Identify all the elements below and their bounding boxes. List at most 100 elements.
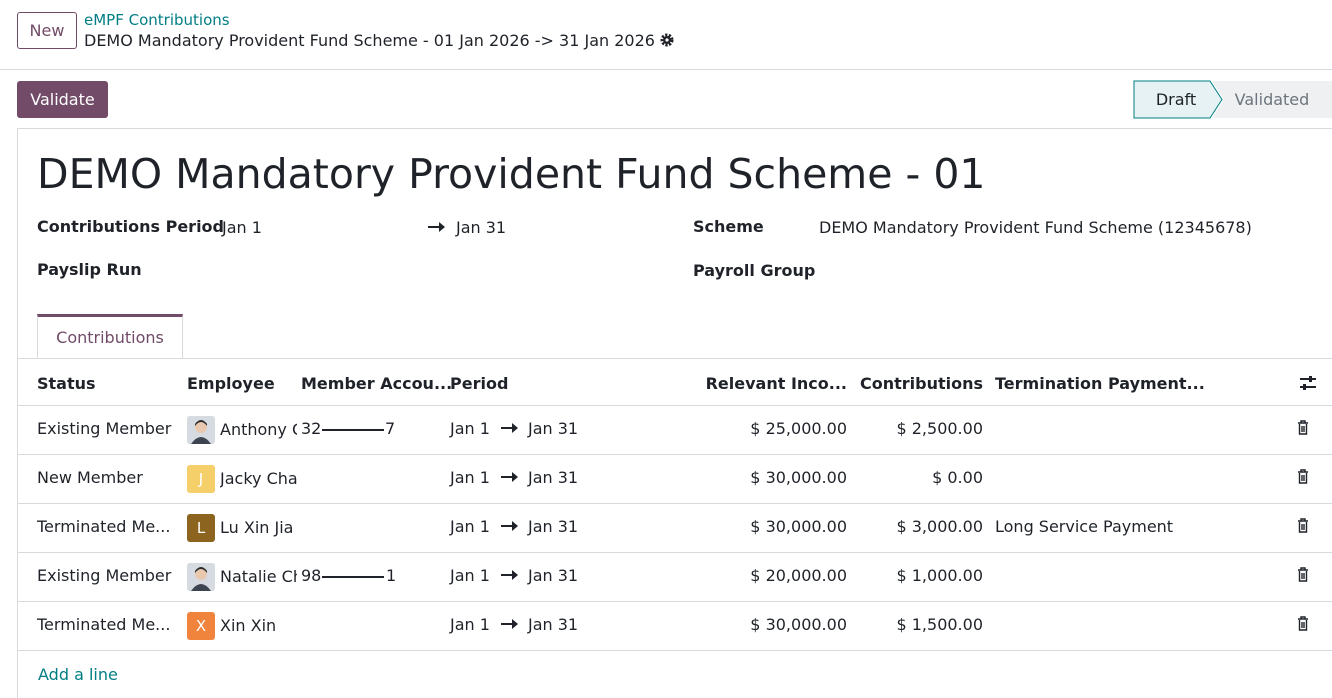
relevant-income: $ 25,000.00	[750, 419, 847, 438]
status: Terminated Me...	[37, 615, 171, 634]
tab-border	[17, 358, 1332, 359]
avatar-photo	[187, 416, 215, 444]
arrow-icon	[501, 472, 518, 482]
status: Existing Member	[37, 419, 172, 438]
member-account: 98	[301, 566, 322, 585]
employee: Lu Xin Jia	[220, 518, 294, 537]
delete-icon[interactable]	[1297, 567, 1309, 582]
delete-icon[interactable]	[1297, 420, 1309, 435]
trash	[1298, 567, 1308, 582]
column-header: Termination Payment...	[995, 374, 1205, 393]
photo-hair	[195, 567, 207, 573]
field-label: Payslip Run	[37, 260, 142, 279]
avatar: X	[187, 612, 215, 640]
trash	[1298, 616, 1308, 631]
status-stage	[1212, 81, 1332, 118]
arrow-icon	[428, 222, 445, 232]
status: Terminated Me...	[37, 517, 171, 536]
avatar-photo	[187, 563, 215, 591]
period-from[interactable]: Jan 1	[222, 218, 262, 237]
column-settings-icon[interactable]	[1299, 375, 1317, 391]
column-header: Status	[37, 374, 96, 393]
arrow-head	[512, 521, 518, 531]
period-from: Jan 1	[450, 468, 490, 487]
row-border	[17, 503, 1332, 504]
avatar	[187, 563, 215, 591]
column-header: Member Accou...	[301, 374, 453, 393]
relevant-income: $ 20,000.00	[750, 566, 847, 585]
contribution-amount: $ 2,500.00	[896, 419, 983, 438]
add-line[interactable]: Add a line	[38, 665, 118, 684]
period-from: Jan 1	[450, 615, 490, 634]
trash	[1298, 420, 1308, 435]
contribution-amount: $ 1,000.00	[896, 566, 983, 585]
scheme-value[interactable]: DEMO Mandatory Provident Fund Scheme (12…	[819, 218, 1252, 237]
period-to: Jan 31	[528, 419, 579, 438]
new-button[interactable]: New	[17, 12, 77, 49]
photo-body	[191, 584, 211, 591]
employee: Natalie Ch	[220, 567, 297, 586]
field-label: Scheme	[693, 217, 764, 236]
column-header: Relevant Inco...	[705, 374, 847, 393]
status-label: Validated	[1235, 90, 1310, 109]
arrow-icon	[501, 521, 518, 531]
mask-line	[322, 576, 384, 578]
relevant-income: $ 30,000.00	[750, 517, 847, 536]
form-title: DEMO Mandatory Provident Fund Scheme - 0…	[37, 150, 989, 198]
header-border	[17, 405, 1332, 406]
status: Existing Member	[37, 566, 172, 585]
arrow-icon	[501, 423, 518, 433]
member-account: 32	[301, 419, 322, 438]
form-sheet	[17, 128, 1332, 698]
column-header: Period	[450, 374, 509, 393]
gear-icon[interactable]	[659, 32, 675, 48]
arrow-head	[512, 423, 518, 433]
period-to: Jan 31	[528, 468, 579, 487]
delete-icon[interactable]	[1297, 518, 1309, 533]
record-title: DEMO Mandatory Provident Fund Scheme - 0…	[84, 31, 655, 50]
status-bar: Draft Validated	[1133, 80, 1332, 119]
member-account: 1	[386, 566, 397, 585]
termination-payment: Long Service Payment	[995, 517, 1174, 536]
arrow-head	[512, 472, 518, 482]
period-from: Jan 1	[450, 419, 490, 438]
period-from: Jan 1	[450, 517, 490, 536]
arrow-head	[512, 619, 518, 629]
period-to: Jan 31	[528, 566, 579, 585]
row-border	[17, 601, 1332, 602]
photo-body	[191, 437, 211, 444]
validate-button[interactable]: Validate	[17, 81, 108, 118]
field-label: Contributions Period	[37, 217, 224, 236]
row-border	[17, 552, 1332, 553]
contribution-amount: $ 0.00	[932, 468, 983, 487]
tab[interactable]: Contributions	[37, 314, 183, 358]
delete-icon[interactable]	[1297, 616, 1309, 631]
photo-head	[195, 421, 207, 433]
period-to[interactable]: Jan 31	[456, 218, 507, 237]
column-header: Contributions	[859, 374, 983, 393]
status: New Member	[37, 468, 143, 487]
arrow-head	[512, 570, 518, 580]
breadcrumb[interactable]: eMPF Contributions	[84, 11, 230, 29]
status-stage	[1133, 80, 1223, 119]
photo-head	[195, 568, 207, 580]
employee: Xin Xin	[220, 616, 277, 635]
trash	[1298, 469, 1308, 484]
avatar	[187, 416, 215, 444]
relevant-income: $ 30,000.00	[750, 468, 847, 487]
mask-line	[322, 429, 384, 431]
contribution-amount: $ 3,000.00	[896, 517, 983, 536]
period-to: Jan 31	[528, 517, 579, 536]
period-from: Jan 1	[450, 566, 490, 585]
delete-icon[interactable]	[1297, 469, 1309, 484]
avatar: J	[187, 465, 215, 493]
photo-hair	[195, 420, 207, 426]
contribution-amount: $ 1,500.00	[896, 615, 983, 634]
row-border	[17, 650, 1332, 651]
employee: Jacky Cha	[220, 469, 297, 488]
period-to: Jan 31	[528, 615, 579, 634]
trash	[1298, 518, 1308, 533]
field-label: Payroll Group	[693, 261, 816, 280]
